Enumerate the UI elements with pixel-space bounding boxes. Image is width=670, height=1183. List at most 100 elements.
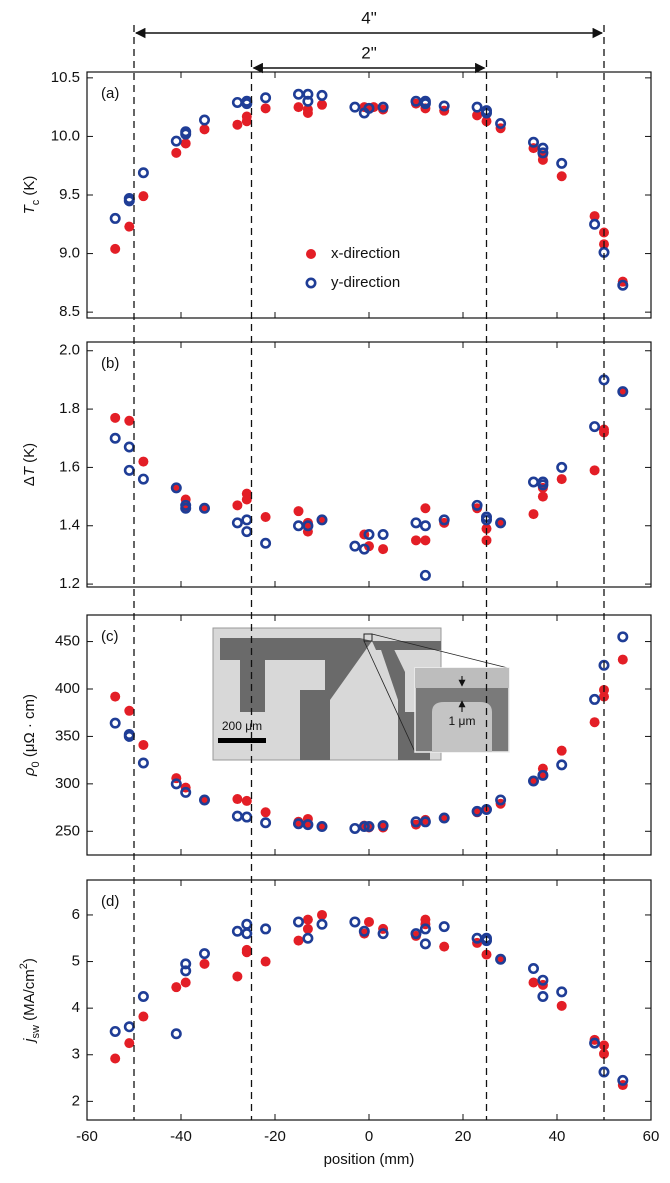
y-tick-label: 250 [55, 822, 80, 839]
data-point [139, 759, 147, 767]
data-point [364, 917, 374, 927]
data-point [318, 91, 326, 99]
y-tick-label: 4 [72, 999, 80, 1016]
panel-label: (b) [101, 355, 119, 372]
data-point [420, 503, 430, 513]
data-point [125, 1023, 133, 1031]
y-axis-label: ΔT (K) [21, 443, 38, 486]
data-point [172, 137, 180, 145]
x-tick-label: 40 [549, 1128, 566, 1145]
y-axis-label-part: ρ [21, 767, 38, 777]
data-point [294, 936, 304, 946]
data-point [590, 422, 598, 430]
data-point [351, 542, 359, 550]
y-tick-label: 9.5 [59, 186, 80, 203]
data-point [303, 924, 313, 934]
data-point [243, 813, 251, 821]
data-point [172, 780, 180, 788]
y-tick-label: 1.4 [59, 517, 80, 534]
y-axis-label-part: (K) [21, 443, 38, 467]
y-axis-label-part: Δ [21, 476, 38, 486]
data-point [294, 506, 304, 516]
data-point [411, 535, 421, 545]
data-point [351, 918, 359, 926]
data-point [125, 443, 133, 451]
data-point [440, 922, 448, 930]
data-point [172, 1030, 180, 1038]
data-point [318, 920, 326, 928]
legend-marker [307, 279, 315, 287]
data-point [110, 413, 120, 423]
data-point [125, 732, 133, 740]
data-point [412, 519, 420, 527]
y-axis-label-part: (K) [21, 176, 38, 200]
data-point [232, 500, 242, 510]
plot-frame [87, 880, 651, 1120]
data-point [421, 97, 429, 105]
data-point [558, 761, 566, 769]
data-point [233, 98, 241, 106]
x-tick-label: -40 [170, 1128, 192, 1145]
data-point [233, 812, 241, 820]
data-point [171, 148, 181, 158]
data-point [619, 633, 627, 641]
data-point [590, 220, 598, 228]
data-point [529, 478, 537, 486]
data-point [138, 740, 148, 750]
data-point [243, 99, 251, 107]
data-point [139, 169, 147, 177]
y-tick-label: 2.0 [59, 342, 80, 359]
legend-label: x-direction [331, 245, 400, 262]
data-point [421, 522, 429, 530]
data-point [124, 1038, 134, 1048]
data-point [125, 466, 133, 474]
data-point [261, 957, 271, 967]
data-point [124, 222, 134, 232]
data-point [111, 719, 119, 727]
data-point [539, 992, 547, 1000]
data-point [317, 910, 327, 920]
data-point [529, 138, 537, 146]
x-tick-label: -60 [76, 1128, 98, 1145]
data-point [139, 475, 147, 483]
data-point [557, 171, 567, 181]
y-tick-label: 1.6 [59, 458, 80, 475]
data-point [232, 120, 242, 130]
scale-bar-label: 200 μm [222, 719, 262, 733]
data-point [182, 128, 190, 136]
data-point [200, 116, 208, 124]
data-point [232, 794, 242, 804]
dimension-label: 2" [361, 43, 377, 62]
data-point [242, 945, 252, 955]
data-point [303, 915, 313, 925]
data-point [261, 819, 269, 827]
y-tick-label: 1.2 [59, 575, 80, 592]
data-point [304, 97, 312, 105]
dimension-label: 4" [361, 8, 377, 27]
data-point [243, 527, 251, 535]
data-point [200, 959, 210, 969]
data-point [125, 194, 133, 202]
data-point [261, 103, 271, 113]
data-point [557, 746, 567, 756]
y-tick-label: 5 [72, 953, 80, 970]
data-point [232, 971, 242, 981]
data-point [351, 824, 359, 832]
sem-inset: 200 μm 1 μm [213, 628, 509, 760]
data-point [421, 571, 429, 579]
data-point [360, 545, 368, 553]
data-point [420, 535, 430, 545]
data-point [200, 949, 208, 957]
data-point [110, 692, 120, 702]
y-tick-label: 1.8 [59, 400, 80, 417]
data-point [439, 942, 449, 952]
data-point [261, 94, 269, 102]
data-point [261, 807, 271, 817]
data-point [111, 434, 119, 442]
data-point [261, 539, 269, 547]
x-tick-label: 0 [365, 1128, 373, 1145]
data-point [242, 495, 252, 505]
data-point [294, 918, 302, 926]
data-point [538, 492, 548, 502]
data-point [557, 1001, 567, 1011]
